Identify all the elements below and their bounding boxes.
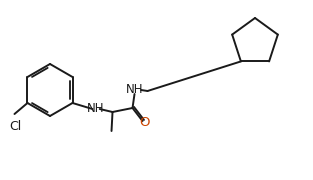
Text: Cl: Cl xyxy=(9,120,22,133)
Text: NH: NH xyxy=(126,82,143,96)
Text: NH: NH xyxy=(87,102,105,114)
Text: O: O xyxy=(139,116,150,129)
